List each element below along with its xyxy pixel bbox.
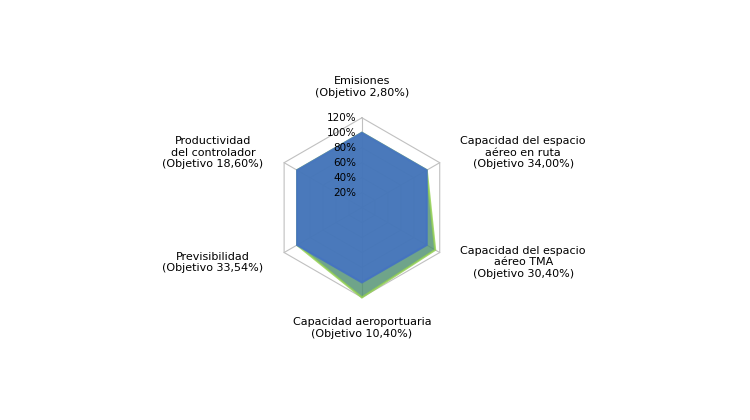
Text: Capacidad del espacio
aéreo en ruta
(Objetivo 34,00%): Capacidad del espacio aéreo en ruta (Obj… [460,136,586,169]
Polygon shape [297,133,435,297]
Text: Previsibilidad
(Objetivo 33,54%): Previsibilidad (Objetivo 33,54%) [162,252,263,273]
Text: 20%: 20% [334,188,356,198]
Text: Productividad
del controlador
(Objetivo 18,60%): Productividad del controlador (Objetivo … [162,136,263,169]
Text: 120%: 120% [327,113,356,123]
Text: 80%: 80% [334,143,356,153]
Text: 40%: 40% [334,173,356,183]
Polygon shape [297,133,427,283]
Text: 60%: 60% [334,158,356,168]
Text: Capacidad aeroportuaria
(Objetivo 10,40%): Capacidad aeroportuaria (Objetivo 10,40%… [292,317,431,339]
Text: Capacidad del espacio
aéreo TMA
(Objetivo 30,40%): Capacidad del espacio aéreo TMA (Objetiv… [460,246,586,279]
Text: Emisiones
(Objetivo 2,80%): Emisiones (Objetivo 2,80%) [315,76,409,98]
Text: 100%: 100% [327,128,356,138]
